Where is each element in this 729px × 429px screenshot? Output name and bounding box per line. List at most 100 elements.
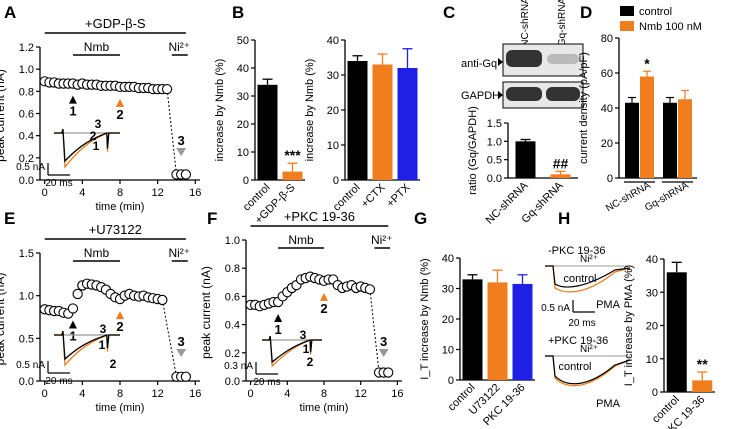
E-inset-trace-label-1: 1 bbox=[99, 338, 106, 352]
E-time-treatment-label: +U73122 bbox=[89, 222, 142, 237]
H-top-ni-label: Ni²⁺ bbox=[580, 254, 598, 265]
F-time-x-tick-label: 8 bbox=[321, 388, 327, 400]
F-time-x-tick-label: 16 bbox=[391, 388, 403, 400]
C-blot-pointer bbox=[498, 91, 503, 99]
G-bar bbox=[487, 282, 508, 380]
E-inset-scale-h-label: 20 ms bbox=[45, 376, 72, 387]
D-category-label: Gq-shRNA bbox=[643, 180, 691, 214]
panel-letter-E: E bbox=[4, 209, 15, 228]
D-bar bbox=[640, 76, 654, 178]
H-bottom-pma-label: PMA bbox=[596, 398, 621, 410]
E-time-marker-2-arrow bbox=[116, 311, 124, 320]
F-time-dotted-drop bbox=[369, 289, 380, 373]
D-bar bbox=[625, 102, 639, 178]
H-label-minus-pkc: -PKC 19-36 bbox=[548, 245, 605, 257]
D-y-tick-label: 60 bbox=[601, 68, 613, 80]
F-time-x-tick-label: 12 bbox=[355, 388, 367, 400]
C-bar-y-axis-label: ratio (Gq/GAPDH) bbox=[467, 106, 479, 195]
G-y-tick-label: 40 bbox=[442, 253, 454, 265]
B-bar bbox=[372, 64, 393, 180]
A-time-x-tick-label: 0 bbox=[42, 187, 48, 199]
F-time-marker-2-label: 2 bbox=[320, 301, 327, 316]
C-bar-y-tick-label: 1.5 bbox=[487, 118, 502, 130]
F-time-x-tick-label: 0 bbox=[248, 388, 254, 400]
A-bar-y-tick-label: 20 bbox=[237, 119, 249, 131]
panel-letter-C: C bbox=[443, 3, 455, 22]
C-bar-bar bbox=[515, 141, 536, 178]
H-bar-bar bbox=[692, 380, 713, 392]
A-time-marker-1-label: 1 bbox=[69, 104, 76, 119]
H-bar-y-tick-label: 10 bbox=[646, 354, 658, 366]
F-time-marker-3-arrow bbox=[378, 349, 389, 357]
E-time-x-axis-label: time (min) bbox=[96, 402, 145, 414]
A-bar-y-tick-label: 40 bbox=[237, 63, 249, 75]
E-time-nmb-label: Nmb bbox=[84, 246, 110, 260]
H-bar-y-axis-label: I_T increase by PMA (%) bbox=[623, 265, 635, 386]
A-time-dotted-drop bbox=[166, 89, 177, 175]
panel-letter-H: H bbox=[558, 209, 570, 228]
A-time-y-tick-label: 0.6 bbox=[19, 109, 34, 121]
A-time-x-tick-label: 8 bbox=[117, 187, 123, 199]
A-time-y-tick-label: 0.0 bbox=[19, 175, 34, 187]
F-inset-trace-label-3: 3 bbox=[300, 328, 307, 342]
F-inset-scale-h-label: 20 ms bbox=[253, 377, 280, 388]
E-time-y-axis-label: peak current (nA) bbox=[0, 273, 7, 366]
C-blot-column-label: NC-shRNA bbox=[520, 0, 531, 47]
A-time-y-tick-label: 1.0 bbox=[19, 64, 34, 76]
B-y-tick-label: 10 bbox=[327, 140, 339, 152]
B-category-label: +CTX bbox=[359, 181, 388, 210]
F-time-data-point bbox=[364, 284, 376, 295]
F-time-y-tick-label: 0.8 bbox=[225, 263, 240, 275]
F-time-marker-1-arrow bbox=[274, 314, 283, 323]
E-time-x-tick-label: 0 bbox=[42, 388, 48, 400]
D-y-tick-label: 80 bbox=[601, 33, 613, 45]
F-time-y-tick-label: 0.0 bbox=[225, 376, 240, 388]
A-bar-y-tick-label: 10 bbox=[237, 147, 249, 159]
A-bar-y-tick-label: 30 bbox=[237, 91, 249, 103]
G-y-tick-label: 10 bbox=[442, 345, 454, 357]
panel-letter-D: D bbox=[580, 3, 592, 22]
B-y-axis-label: increase by Nmb (%) bbox=[304, 59, 316, 162]
E-time-data-point bbox=[72, 288, 83, 300]
A-time-y-axis-label: peak current (nA) bbox=[0, 69, 7, 162]
A-time-marker-2-label: 2 bbox=[116, 107, 123, 122]
D-y-axis-label: current density (pA/pF) bbox=[578, 52, 590, 164]
B-y-tick-label: 0 bbox=[333, 175, 339, 187]
panel-letter-A: A bbox=[4, 3, 16, 22]
A-inset-trace-label-3: 3 bbox=[95, 117, 102, 131]
A-bar-y-tick-label: 0 bbox=[243, 175, 249, 187]
A-time-x-axis-label: time (min) bbox=[96, 201, 145, 213]
A-time-data-point bbox=[161, 83, 173, 95]
C-bar-bar bbox=[550, 174, 571, 178]
F-time-y-axis-label: peak current (nA) bbox=[199, 266, 213, 359]
A-time-y-tick-label: 0.8 bbox=[19, 86, 34, 98]
F-inset-trace-label-1: 1 bbox=[303, 342, 310, 356]
D-y-tick-label: 20 bbox=[601, 138, 613, 150]
C-bar-y-tick-label: 0.0 bbox=[487, 173, 502, 185]
D-y-tick-label: 0 bbox=[607, 173, 613, 185]
C-blot-band-gapdh bbox=[546, 87, 580, 101]
E-time-ni-label: Ni²⁺ bbox=[168, 246, 190, 260]
A-bar-bar bbox=[257, 84, 278, 180]
D-legend-swatch-nmb bbox=[620, 21, 634, 31]
A-time-ni-label: Ni²⁺ bbox=[168, 40, 190, 54]
E-time-marker-2-label: 2 bbox=[116, 319, 123, 334]
H-bottom-trace-control bbox=[545, 355, 631, 385]
F-time-treatment-label: +PKC 19-36 bbox=[284, 209, 355, 224]
G-y-tick-label: 20 bbox=[442, 314, 454, 326]
G-y-tick-label: 0 bbox=[448, 375, 454, 387]
H-top-control-label: control bbox=[563, 273, 596, 285]
A-inset-trace-label-2: 2 bbox=[90, 129, 97, 143]
E-inset-trace-label-2: 2 bbox=[110, 357, 117, 371]
H-bar-y-tick-label: 20 bbox=[646, 321, 658, 333]
H-bar-y-tick-label: 0 bbox=[652, 387, 658, 399]
F-inset-scale-v-label: 0.3 nA bbox=[224, 361, 253, 372]
B-category-label: +PTX bbox=[384, 181, 413, 210]
G-bar bbox=[512, 283, 533, 380]
A-time-marker-3-arrow bbox=[176, 148, 187, 156]
A-inset-trace-1 bbox=[54, 128, 120, 163]
A-time-marker-2-arrow bbox=[116, 98, 124, 107]
A-bar-y-axis-label: increase by Nmb (%) bbox=[214, 59, 226, 162]
panel-letter-G: G bbox=[414, 209, 427, 228]
